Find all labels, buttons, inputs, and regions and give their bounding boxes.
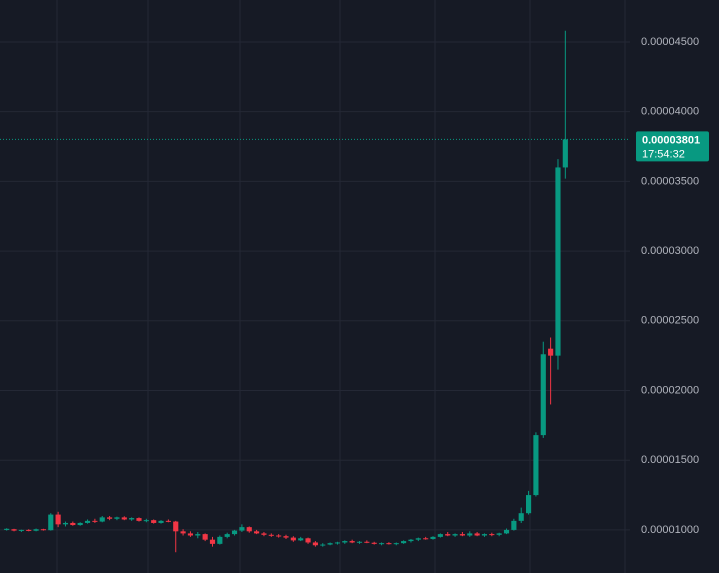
candle-body xyxy=(187,533,194,536)
candle-body xyxy=(26,529,32,531)
candle-body xyxy=(217,536,223,544)
candle-body xyxy=(312,542,318,546)
candle-body xyxy=(143,520,149,522)
candle-body xyxy=(11,529,17,531)
candle-body xyxy=(459,534,465,536)
candle-body xyxy=(452,534,458,536)
last-price-tag xyxy=(636,131,709,162)
candle-body xyxy=(305,538,311,543)
candle-body xyxy=(496,533,502,535)
last-price-label: 0.00003801 xyxy=(642,134,700,146)
candle-body xyxy=(334,542,341,544)
candle-body xyxy=(415,538,421,540)
candle-body xyxy=(474,533,480,536)
y-tick-label: 0.00001500 xyxy=(641,454,699,466)
candle-body xyxy=(231,530,238,535)
candle-body xyxy=(55,514,61,525)
candle-body xyxy=(99,517,105,522)
candle-body xyxy=(503,529,510,534)
candle-body xyxy=(18,529,24,531)
candle-body xyxy=(511,520,517,530)
candle-body xyxy=(386,543,392,545)
y-tick-label: 0.00003000 xyxy=(641,245,699,257)
candle-body xyxy=(540,354,546,436)
y-tick-label: 0.00002000 xyxy=(641,384,699,396)
candle-body xyxy=(430,536,436,539)
y-tick-label: 0.00003500 xyxy=(641,175,699,187)
candle-body xyxy=(437,534,443,537)
candle-body xyxy=(224,534,230,537)
candle-body xyxy=(401,541,407,544)
candle-body xyxy=(136,518,142,521)
candle-body xyxy=(62,522,69,525)
candle-body xyxy=(393,543,399,545)
candle-body xyxy=(40,529,47,531)
candle-body xyxy=(481,534,488,536)
candle-body xyxy=(195,534,201,536)
candle-body xyxy=(364,541,370,543)
candle-body xyxy=(290,537,296,541)
candle-body xyxy=(151,520,157,523)
candle-body xyxy=(4,528,10,530)
candle-body xyxy=(408,539,414,542)
candle-body xyxy=(562,139,568,168)
candle-body xyxy=(173,521,179,532)
candle-body xyxy=(180,531,186,534)
candle-body xyxy=(371,542,377,544)
candle-body xyxy=(209,539,216,544)
candle-body xyxy=(518,513,524,521)
candle-body xyxy=(107,517,113,519)
y-tick-label: 0.00002500 xyxy=(641,315,699,327)
candle-body xyxy=(70,522,76,526)
candle-body xyxy=(342,541,348,543)
candle-body xyxy=(320,544,326,546)
candle-body xyxy=(445,534,451,536)
y-tick-label: 0.00004000 xyxy=(641,106,699,118)
candle-body xyxy=(283,536,289,538)
candle-body xyxy=(121,517,127,520)
candle-body xyxy=(298,538,304,541)
candle-body xyxy=(349,541,355,543)
candle-body xyxy=(555,167,561,356)
candle-body xyxy=(77,522,83,526)
candle-body xyxy=(84,520,91,523)
candle-body xyxy=(254,531,260,534)
candle-body xyxy=(129,518,135,520)
candle-body xyxy=(33,529,39,531)
candle-body xyxy=(378,543,385,545)
candle-body xyxy=(239,527,245,531)
candle-body xyxy=(276,535,282,537)
candle-body xyxy=(533,435,539,496)
candle-body xyxy=(114,517,120,519)
countdown-label: 17:54:32 xyxy=(642,148,685,160)
candle-body xyxy=(202,534,208,540)
y-tick-label: 0.00001000 xyxy=(641,524,699,536)
candle-body xyxy=(548,348,554,356)
candle-body xyxy=(158,520,164,523)
candle-body xyxy=(246,527,252,532)
candle-body xyxy=(165,520,171,522)
candle-body xyxy=(525,495,532,514)
candle-body xyxy=(489,534,495,536)
candle-body xyxy=(261,533,267,535)
candle-body xyxy=(327,543,333,545)
y-tick-label: 0.00004500 xyxy=(641,36,699,48)
candle-body xyxy=(268,534,274,536)
candle-body xyxy=(92,520,98,522)
candle-body xyxy=(48,514,54,531)
candle-body xyxy=(467,533,473,536)
candle-body xyxy=(423,538,429,540)
candle-body xyxy=(356,541,363,543)
